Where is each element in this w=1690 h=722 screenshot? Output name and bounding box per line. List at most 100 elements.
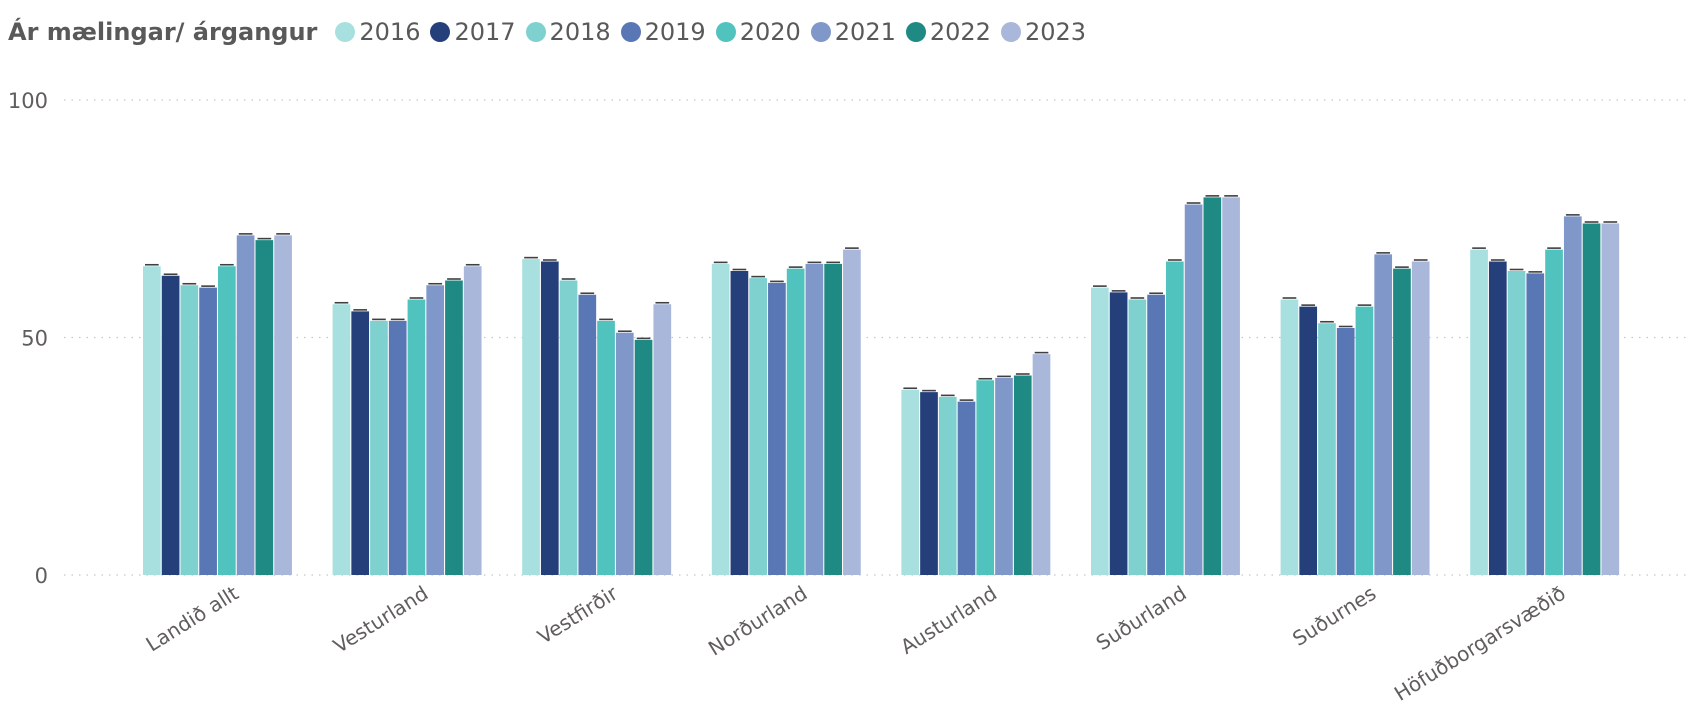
bar-2018-6	[1318, 323, 1336, 575]
bar-2016-2	[522, 259, 540, 575]
bar-2016-3	[711, 263, 730, 575]
x-tick-label: Höfuðborgarsvæðið	[1390, 581, 1570, 706]
bar-2017-7	[1488, 261, 1507, 575]
bar-2022-5	[1203, 197, 1222, 575]
bar-2017-1	[351, 311, 370, 575]
bar-2020-0	[218, 266, 236, 575]
bar-2017-4	[920, 392, 938, 575]
bar-2021-2	[615, 332, 634, 575]
bar-2022-1	[445, 280, 463, 575]
bar-2016-5	[1091, 287, 1109, 575]
y-tick-label: 0	[35, 564, 48, 588]
bar-2016-7	[1470, 249, 1488, 575]
bar-2018-4	[938, 396, 957, 575]
bar-2018-0	[180, 285, 199, 575]
x-tick-label: Austurland	[896, 581, 1001, 659]
bar-2018-3	[749, 278, 767, 575]
bar-2016-1	[332, 304, 351, 575]
legend-title: Ár mælingar/ árgangur	[8, 18, 318, 46]
legend-label: 2017	[454, 18, 516, 46]
legend-label: 2018	[549, 18, 611, 46]
x-tick-label: Vesturland	[329, 581, 432, 658]
bar-2017-0	[161, 275, 180, 575]
bar-2022-2	[634, 339, 653, 575]
bar-2018-5	[1128, 299, 1147, 575]
bar-2022-3	[824, 263, 842, 575]
legend-item-2023[interactable]: 2023	[1000, 18, 1087, 46]
y-tick-label: 100	[8, 89, 48, 113]
bar-2023-0	[274, 235, 292, 575]
bar-2023-7	[1601, 223, 1620, 575]
bar-2018-7	[1507, 271, 1526, 575]
bar-2019-1	[388, 320, 407, 575]
bar-2023-4	[1032, 354, 1051, 575]
bar-2019-0	[199, 287, 217, 575]
legend-item-2021[interactable]: 2021	[810, 18, 896, 46]
legend-label: 2021	[834, 18, 896, 46]
bar-2021-1	[426, 285, 445, 575]
bar-2021-6	[1374, 254, 1393, 575]
bar-2023-1	[463, 266, 482, 575]
x-tick-label: Landið allt	[142, 581, 243, 657]
legend-label: 2022	[929, 18, 991, 46]
bar-2018-2	[559, 280, 578, 575]
bar-2023-3	[843, 249, 861, 575]
bar-2019-7	[1526, 273, 1545, 575]
legend-label: 2020	[739, 18, 801, 46]
x-tick-label: Vestfirðir	[533, 580, 622, 648]
bar-2016-6	[1280, 299, 1299, 575]
bar-2020-5	[1166, 261, 1184, 575]
bar-2021-5	[1184, 204, 1203, 575]
bar-2019-5	[1147, 294, 1165, 575]
legend-marker-icon	[1000, 22, 1021, 42]
legend-marker-icon	[810, 22, 831, 42]
bar-2021-4	[995, 377, 1013, 575]
x-tick-label: Norðurland	[704, 581, 811, 661]
bar-2017-3	[730, 271, 749, 575]
bar-2023-6	[1411, 261, 1430, 575]
bar-2022-7	[1582, 223, 1601, 575]
legend-marker-icon	[525, 22, 546, 42]
legend-item-2017[interactable]: 2017	[430, 18, 516, 46]
bar-2021-0	[236, 235, 255, 575]
legend-marker-icon	[430, 22, 451, 42]
bar-2021-3	[805, 263, 824, 575]
y-tick-label: 50	[21, 327, 48, 351]
x-tick-label: Suðurland	[1092, 581, 1191, 655]
bar-2020-4	[976, 380, 995, 575]
bar-2019-2	[578, 294, 597, 575]
bar-2016-4	[901, 389, 920, 575]
legend-label: 2023	[1024, 18, 1087, 46]
legend-label: 2019	[644, 18, 706, 46]
bar-2020-3	[786, 268, 805, 575]
bar-2019-6	[1336, 328, 1355, 575]
bar-2019-4	[957, 401, 976, 575]
legend-item-2022[interactable]: 2022	[905, 18, 991, 46]
bar-2022-0	[255, 240, 274, 575]
bar-2022-4	[1013, 375, 1032, 575]
legend-item-2016[interactable]: 2016	[335, 18, 420, 46]
legend-marker-icon	[335, 22, 356, 42]
bar-2016-0	[143, 266, 161, 575]
x-tick-label: Suðurnes	[1288, 581, 1380, 651]
bar-2023-2	[653, 304, 672, 575]
legend-marker-icon	[715, 22, 736, 42]
bar-2022-6	[1393, 268, 1411, 575]
legend-item-2018[interactable]: 2018	[525, 18, 611, 46]
legend-marker-icon	[620, 22, 641, 42]
bar-2019-3	[768, 282, 786, 575]
bar-2017-2	[540, 261, 559, 575]
bar-2017-5	[1109, 292, 1128, 575]
legend-label: 2016	[359, 18, 421, 46]
legend: Ár mælingar/ árgangur 2016 2017 2018 201…	[8, 14, 1096, 50]
bar-2020-7	[1545, 249, 1563, 575]
bar-2018-1	[370, 320, 388, 575]
bar-2020-6	[1355, 306, 1374, 575]
legend-marker-icon	[905, 22, 926, 42]
legend-item-2019[interactable]: 2019	[620, 18, 706, 46]
bar-2023-5	[1222, 197, 1240, 575]
legend-item-2020[interactable]: 2020	[715, 18, 801, 46]
bar-2017-6	[1299, 306, 1318, 575]
bar-2021-7	[1563, 216, 1582, 575]
